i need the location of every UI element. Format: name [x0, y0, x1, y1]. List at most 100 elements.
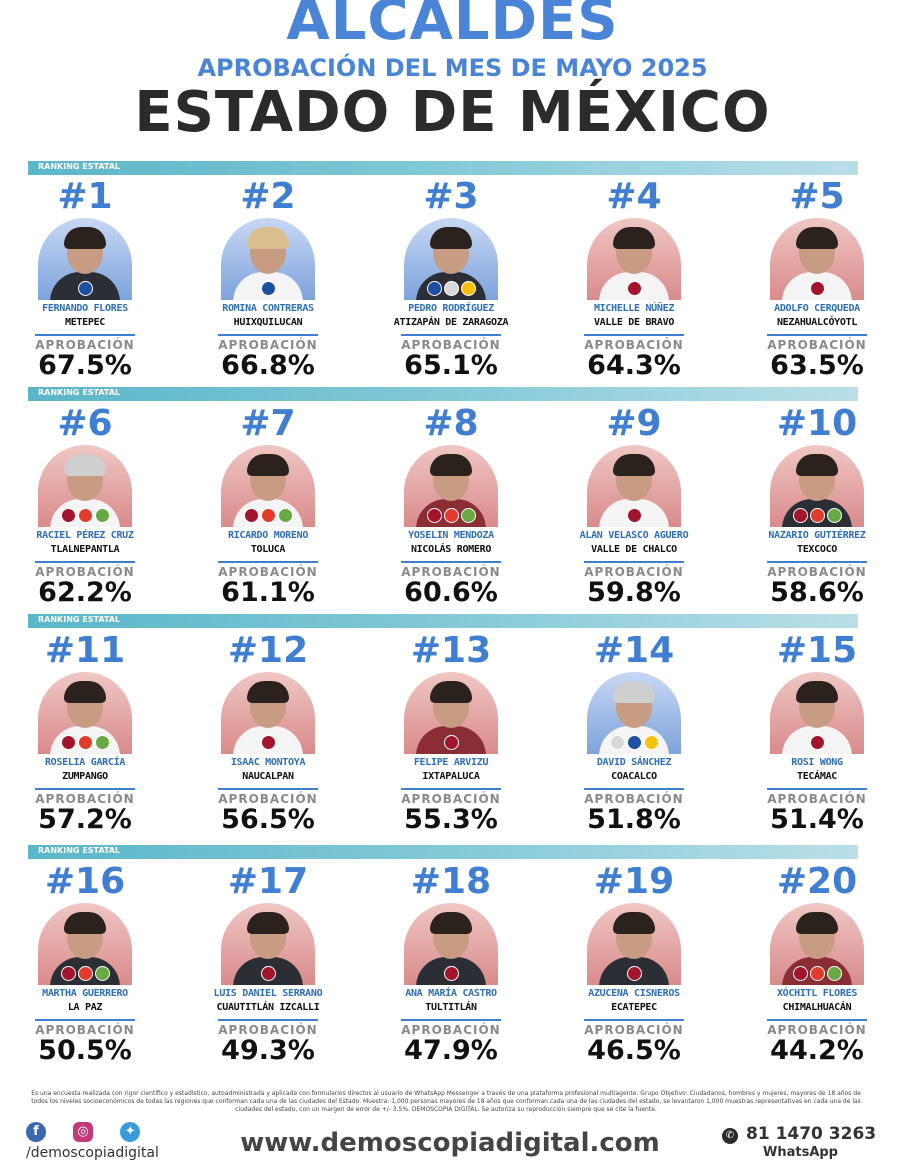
portrait-hair — [613, 454, 655, 476]
approval-value: 65.1% — [404, 350, 498, 381]
whatsapp-phone[interactable]: 81 1470 3263 — [746, 1124, 877, 1144]
approval-value: 61.1% — [221, 577, 315, 608]
mayor-photo — [221, 672, 315, 754]
mayor-card: #4 MICHELLE NÚÑEZ VALLE DE BRAVO APROBACIÓN… — [549, 176, 719, 396]
portrait-hair — [64, 454, 106, 476]
mayor-photo — [404, 445, 498, 527]
approval-label: APROBACIÓN — [401, 338, 501, 352]
mayor-name: LUIS DANIEL SERRANO — [213, 988, 323, 999]
mayor-card: #11 ROSELIA GARCÍA ZUMPANGO APROBACIÓN 57.2% — [0, 630, 170, 850]
approval-value: 63.5% — [770, 350, 864, 381]
mayor-card: #18 ANA MARÍA CASTRO TULTITLÁN APROBACIÓN 47… — [366, 861, 536, 1081]
mayor-card: #5 ADOLFO CERQUEDA NEZAHUALCÓYOTL APROBACIÓ… — [732, 176, 902, 396]
mayor-card: #12 ISAAC MONTOYA NAUCALPAN APROBACIÓN 56.5% — [183, 630, 353, 850]
party-badges — [404, 966, 498, 981]
approval-value: 67.5% — [38, 350, 132, 381]
portrait-hair — [430, 454, 472, 476]
instagram-icon[interactable]: ◎ — [73, 1122, 94, 1142]
approval-label: APROBACIÓN — [35, 792, 135, 806]
rank-label: #10 — [776, 403, 858, 444]
municipality-name: ZUMPANGO — [62, 771, 108, 782]
portrait-hair — [247, 454, 289, 476]
portrait-hair — [613, 912, 655, 934]
divider-line — [584, 561, 684, 563]
mayor-card: #13 FELIPE ARVIZU IXTAPALUCA APROBACIÓN 55.3… — [366, 630, 536, 850]
rank-label: #9 — [606, 403, 662, 444]
party-badges — [587, 508, 681, 523]
rank-label: #6 — [57, 403, 113, 444]
party-pan-icon — [626, 735, 642, 750]
portrait-hair — [613, 227, 655, 249]
municipality-name: COACALCO — [611, 771, 657, 782]
party-morena-icon — [792, 508, 808, 523]
party-morena-icon — [443, 966, 459, 981]
rank-label: #12 — [227, 630, 309, 671]
rank-label: #3 — [423, 176, 479, 217]
party-morena-icon — [443, 735, 459, 750]
portrait-hair — [247, 227, 289, 249]
mayor-name: DAVID SÁNCHEZ — [596, 757, 672, 768]
rank-label: #4 — [606, 176, 662, 217]
header-title-main: ESTADO DE MÉXICO — [134, 80, 771, 145]
mayor-card: #20 XÓCHITL FLORES CHIMALHUACÁN APROBACIÓN 4… — [732, 861, 902, 1081]
party-prd-icon — [460, 281, 476, 296]
rank-label: #14 — [593, 630, 675, 671]
party-pri-icon — [443, 281, 459, 296]
divider-line — [401, 788, 501, 790]
portrait-hair — [64, 227, 106, 249]
municipality-name: NAUCALPAN — [242, 771, 294, 782]
party-verde-icon — [94, 966, 110, 981]
party-badges — [38, 966, 132, 981]
municipality-name: TULTITLÁN — [425, 1002, 477, 1013]
party-pan-icon — [260, 281, 276, 296]
twitter-icon[interactable]: ✦ — [120, 1122, 141, 1142]
mayor-photo — [770, 445, 864, 527]
municipality-name: IXTAPALUCA — [422, 771, 480, 782]
party-badges — [587, 281, 681, 296]
municipality-name: TLALNEPANTLA — [50, 544, 120, 555]
municipality-name: ECATEPEC — [611, 1002, 657, 1013]
portrait-hair — [247, 912, 289, 934]
mayor-photo — [38, 903, 132, 985]
municipality-name: VALLE DE BRAVO — [593, 317, 675, 328]
mayor-photo — [404, 903, 498, 985]
party-morena-icon — [626, 966, 642, 981]
approval-value: 62.2% — [38, 577, 132, 608]
municipality-name: TECÁMAC — [796, 771, 838, 782]
ranking-band-label: RANKING ESTATAL — [38, 388, 121, 397]
municipality-name: TOLUCA — [250, 544, 286, 555]
social-handle: /demoscopiadigital — [26, 1145, 159, 1161]
website-link[interactable]: www.demoscopiadigital.com — [240, 1128, 660, 1158]
party-morena-icon — [626, 281, 642, 296]
approval-value: 64.3% — [587, 350, 681, 381]
divider-line — [35, 1019, 135, 1021]
party-morena-icon — [60, 508, 76, 523]
mayor-name: ROMINA CONTRERAS — [222, 303, 314, 314]
mayor-photo — [587, 218, 681, 300]
rank-label: #15 — [776, 630, 858, 671]
party-verde-icon — [277, 508, 293, 523]
ranking-band-1: RANKING ESTATAL — [28, 161, 858, 175]
mayor-card: #3 PEDRO RODRÍGUEZ ATIZAPÁN DE ZARAGOZA APR… — [366, 176, 536, 396]
header-subtitle: APROBACIÓN DEL MES DE MAYO 2025 — [197, 54, 708, 82]
approval-value: 59.8% — [587, 577, 681, 608]
municipality-name: CUAUTITLÁN IZCALLI — [216, 1002, 320, 1013]
mayor-card: #16 MARTHA GUERRERO LA PAZ APROBACIÓN 50.5% — [0, 861, 170, 1081]
divider-line — [218, 788, 318, 790]
ranking-band-label: RANKING ESTATAL — [38, 846, 121, 855]
party-morena-icon — [60, 735, 76, 750]
mayor-name: FELIPE ARVIZU — [413, 757, 489, 768]
party-morena-icon — [243, 508, 259, 523]
mayor-photo — [221, 218, 315, 300]
municipality-name: TEXCOCO — [796, 544, 838, 555]
approval-label: APROBACIÓN — [767, 1023, 867, 1037]
portrait-hair — [796, 454, 838, 476]
header-title-top: ALCALDES — [286, 0, 619, 53]
party-morena-icon — [60, 966, 76, 981]
approval-label: APROBACIÓN — [584, 792, 684, 806]
mayor-name: XÓCHITL FLORES — [776, 988, 858, 999]
municipality-name: NEZAHUALCÓYOTL — [776, 317, 858, 328]
facebook-icon[interactable]: f — [26, 1122, 46, 1142]
mayor-photo — [38, 445, 132, 527]
mayor-photo — [404, 672, 498, 754]
